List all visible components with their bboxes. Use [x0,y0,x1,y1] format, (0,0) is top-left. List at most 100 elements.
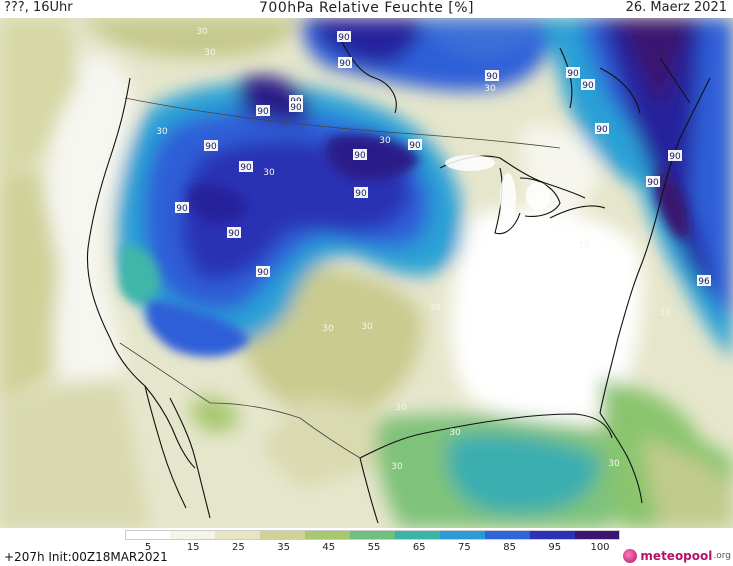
national-borders [119,97,561,459]
contour-label-90: 90 [581,79,595,91]
meteopool-logo[interactable]: meteopool .org [623,548,731,564]
colorbar-swatch [440,530,486,540]
svg-text:90: 90 [228,229,240,239]
colorbar [125,530,620,540]
svg-text:90: 90 [582,81,594,91]
colorbar-swatch [260,530,306,540]
svg-text:30: 30 [578,241,590,251]
colorbar-tick-label: 85 [503,542,516,553]
svg-text:90: 90 [257,268,269,278]
svg-text:90: 90 [205,142,217,152]
colorbar-swatch [350,530,396,540]
svg-text:30: 30 [449,428,461,438]
svg-text:30: 30 [608,459,620,469]
colorbar-swatch [125,530,171,540]
colorbar-swatch [395,530,441,540]
svg-text:30: 30 [659,308,671,318]
svg-text:90: 90 [596,125,608,135]
colorbar-tick-label: 15 [186,542,200,553]
colorbar-swatch [575,530,620,540]
contour-label-90: 96 [697,275,711,287]
colorbar-tick-label: 55 [367,542,381,553]
colorbar-swatch [530,530,576,540]
contour-label-30: 30 [156,127,168,137]
contour-label-90: 90 [338,57,352,69]
logo-tld: .org [713,551,731,561]
svg-text:90: 90 [567,69,579,79]
svg-text:90: 90 [355,189,367,199]
svg-text:90: 90 [176,204,188,214]
colorbar-tick-label: 100 [590,542,610,553]
colorbar-swatch [485,530,531,540]
svg-text:30: 30 [196,27,208,37]
colorbar-tick-label: 65 [412,542,426,553]
map-header: ???, 16Uhr 700hPa Relative Feuchte [%] 2… [0,0,733,18]
colorbar-swatch [305,530,351,540]
svg-text:30: 30 [391,462,403,472]
svg-text:30: 30 [379,136,391,146]
svg-text:90: 90 [354,151,366,161]
contour-label-30: 30 [395,403,407,413]
contour-label-30: 30 [204,48,216,58]
contour-label-30: 30 [196,27,208,37]
svg-text:96: 96 [698,277,710,287]
contour-label-30: 30 [484,84,496,94]
svg-text:90: 90 [339,59,351,69]
contour-label-30: 30 [608,459,620,469]
contour-label-30: 30 [322,324,334,334]
humidity-map-svg: 9990909090909090909090909090909090909096… [0,18,733,528]
contour-label-90: 90 [354,187,368,199]
svg-text:30: 30 [484,84,496,94]
contour-label-90: 90 [485,70,499,82]
contour-label-90: 90 [256,105,270,117]
svg-text:30: 30 [395,403,407,413]
contour-label-30: 30 [659,308,671,318]
svg-text:30: 30 [361,322,373,332]
svg-text:90: 90 [338,33,350,43]
contour-label-90: 90 [239,161,253,173]
contour-label-30: 30 [449,428,461,438]
contour-label-30: 30 [429,303,441,313]
lakes [445,155,550,223]
humidity-field [0,18,733,528]
contour-label-90: 90 [227,227,241,239]
contour-label-30: 30 [263,168,275,178]
contour-label-90: 90 [408,139,422,151]
contour-label-90: 90 [256,266,270,278]
contour-label-90: 90 [668,150,682,162]
valid-time-label: ???, 16Uhr [4,0,73,15]
svg-text:30: 30 [322,324,334,334]
contour-label-90: 90 [175,202,189,214]
contour-label-90: 90 [289,101,303,113]
svg-text:90: 90 [240,163,252,173]
contour-label-30: 30 [578,241,590,251]
globe-icon [623,549,638,563]
colorbar-swatch [170,530,216,540]
colorbar-tick-label: 95 [548,542,562,553]
logo-name: meteopool [640,549,713,563]
humidity-map: 9990909090909090909090909090909090909096… [0,18,733,528]
colorbar-swatch [215,530,261,540]
svg-text:90: 90 [409,141,421,151]
svg-text:30: 30 [429,303,441,313]
svg-text:30: 30 [263,168,275,178]
contour-label-90: 90 [337,31,351,43]
colorbar-tick-label: 35 [277,542,290,553]
init-time-label: +207h Init:00Z18MAR2021 [4,550,168,564]
svg-text:90: 90 [257,107,269,117]
valid-date-label: 26. Maerz 2021 [625,0,727,15]
colorbar-tick-label: 25 [232,542,245,553]
svg-text:90: 90 [486,72,498,82]
contour-label-30: 30 [379,136,391,146]
colorbar-tick-label: 45 [322,542,336,553]
svg-text:30: 30 [156,127,168,137]
contour-label-30: 30 [361,322,373,332]
contour-label-30: 30 [391,462,403,472]
svg-text:30: 30 [204,48,216,58]
svg-text:90: 90 [290,103,302,113]
contour-label-90: 90 [204,140,218,152]
svg-text:90: 90 [669,152,681,162]
color-legend: 5 15 25 35 45 55 65 75 85 95 100 +207h Init:00Z18M… [0,528,733,566]
contour-label-90: 90 [646,176,660,188]
contour-label-90: 90 [566,67,580,79]
